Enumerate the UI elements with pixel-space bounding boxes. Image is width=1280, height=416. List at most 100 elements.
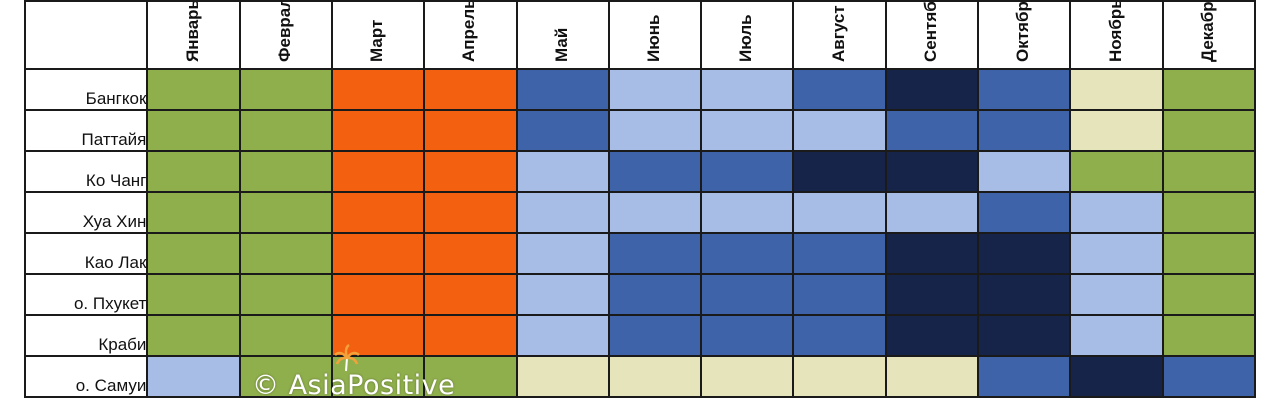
weather-cell-green <box>1161 68 1257 111</box>
month-label: Ноябрь <box>1105 1 1125 62</box>
weather-cell-orange <box>330 191 426 234</box>
weather-cell-medium <box>884 109 980 152</box>
weather-cell-cream <box>884 355 980 398</box>
weather-cell-green <box>238 150 333 193</box>
weather-cell-light <box>700 68 795 111</box>
weather-cell-light <box>977 150 1072 193</box>
weather-cell-green <box>146 150 241 193</box>
month-label: Февраль <box>274 1 294 62</box>
month-label: Август <box>828 5 848 62</box>
month-label: Октябрь <box>1013 1 1033 62</box>
month-header: Апрель <box>423 0 518 70</box>
palm-tree-icon <box>334 344 360 372</box>
weather-cell-light <box>515 273 610 316</box>
month-header: Октябрь <box>977 0 1072 70</box>
table-row: Паттайя <box>23 109 1257 152</box>
city-label: Ко Чанг <box>23 150 149 193</box>
weather-cell-light <box>884 191 980 234</box>
table-row: Хуа Хин <box>23 191 1257 234</box>
weather-cell-light <box>1069 191 1164 234</box>
weather-cell-medium <box>607 150 703 193</box>
month-label: Сентябрь <box>920 1 940 62</box>
month-header: Декабрь <box>1161 0 1257 70</box>
weather-cell-dark <box>884 314 980 357</box>
weather-cell-green <box>238 109 333 152</box>
weather-cell-orange <box>423 150 518 193</box>
weather-cell-light <box>515 191 610 234</box>
weather-cell-orange <box>423 273 518 316</box>
month-label: Июнь <box>644 14 664 62</box>
month-label: Май <box>551 27 571 62</box>
city-label: Хуа Хин <box>23 191 149 234</box>
weather-cell-green <box>1069 150 1164 193</box>
month-label: Январь <box>182 1 202 62</box>
weather-cell-orange <box>330 273 426 316</box>
weather-cell-green <box>238 273 333 316</box>
weather-cell-light <box>515 150 610 193</box>
weather-cell-green <box>146 273 241 316</box>
weather-cell-green <box>238 191 333 234</box>
weather-cell-green <box>1161 232 1257 275</box>
weather-cell-light <box>146 355 241 398</box>
weather-cell-green <box>146 68 241 111</box>
month-label: Апрель <box>459 1 479 62</box>
weather-cell-orange <box>423 109 518 152</box>
weather-cell-dark <box>792 150 887 193</box>
table-row: Краби <box>23 314 1257 357</box>
month-header: Август <box>792 0 887 70</box>
weather-cell-dark <box>977 232 1072 275</box>
weather-cell-cream <box>607 355 703 398</box>
city-label: Као Лак <box>23 232 149 275</box>
weather-cell-cream <box>1069 109 1164 152</box>
weather-cell-cream <box>700 355 795 398</box>
weather-cell-green <box>146 314 241 357</box>
city-label: о. Пхукет <box>23 273 149 316</box>
table-row: Ко Чанг <box>23 150 1257 193</box>
city-label: Бангкок <box>23 68 149 111</box>
weather-cell-light <box>607 191 703 234</box>
weather-cell-light <box>607 109 703 152</box>
weather-cell-medium <box>700 273 795 316</box>
weather-cell-orange <box>423 191 518 234</box>
weather-cell-orange <box>423 68 518 111</box>
weather-cell-medium <box>700 232 795 275</box>
weather-cell-medium <box>607 314 703 357</box>
weather-cell-green <box>146 109 241 152</box>
weather-cell-dark <box>884 273 980 316</box>
weather-cell-orange <box>330 68 426 111</box>
weather-cell-green <box>1161 191 1257 234</box>
weather-cell-green <box>1161 109 1257 152</box>
weather-cell-green <box>146 191 241 234</box>
weather-cell-cream <box>792 355 887 398</box>
weather-cell-medium <box>515 109 610 152</box>
city-label: о. Самуи <box>23 355 149 398</box>
weather-cell-cream <box>515 355 610 398</box>
weather-cell-light <box>700 191 795 234</box>
weather-cell-dark <box>884 68 980 111</box>
climate-table-sheet: Январь Февраль Март Апрель Май Июнь Июль… <box>23 0 1257 416</box>
weather-cell-medium <box>792 232 887 275</box>
weather-cell-medium <box>700 314 795 357</box>
month-header: Март <box>330 0 426 70</box>
weather-cell-medium <box>792 273 887 316</box>
weather-cell-dark <box>884 232 980 275</box>
weather-cell-orange <box>330 109 426 152</box>
weather-cell-cream <box>1069 68 1164 111</box>
weather-cell-medium <box>607 273 703 316</box>
weather-cell-medium <box>792 68 887 111</box>
weather-cell-green <box>1161 314 1257 357</box>
corner-cell <box>23 0 149 70</box>
weather-cell-dark <box>977 314 1072 357</box>
weather-cell-green <box>238 68 333 111</box>
table-row: Као Лак <box>23 232 1257 275</box>
weather-cell-green <box>423 355 518 398</box>
weather-cell-green <box>238 314 333 357</box>
city-label: Краби <box>23 314 149 357</box>
month-header: Июль <box>700 0 795 70</box>
month-label: Март <box>367 19 387 62</box>
weather-cell-medium <box>792 314 887 357</box>
weather-cell-medium <box>977 355 1072 398</box>
weather-cell-orange <box>423 232 518 275</box>
table-body: Бангкок Паттайя Ко Чанг Хуа Хин Као Лак о. Пх… <box>23 68 1257 398</box>
month-header: Май <box>515 0 610 70</box>
